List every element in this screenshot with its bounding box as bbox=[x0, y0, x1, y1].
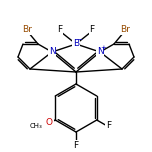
Text: Br: Br bbox=[120, 26, 130, 35]
Text: Br: Br bbox=[22, 26, 32, 35]
Text: +: + bbox=[101, 45, 106, 52]
Text: N: N bbox=[97, 47, 103, 57]
Text: F: F bbox=[57, 26, 63, 35]
Text: F: F bbox=[106, 121, 111, 131]
Text: B: B bbox=[73, 40, 79, 48]
Text: CH₃: CH₃ bbox=[30, 123, 43, 128]
Text: F: F bbox=[73, 140, 79, 150]
Text: N: N bbox=[49, 47, 55, 57]
Text: F: F bbox=[89, 26, 95, 35]
Text: −: − bbox=[77, 38, 82, 43]
Text: O: O bbox=[46, 118, 53, 127]
